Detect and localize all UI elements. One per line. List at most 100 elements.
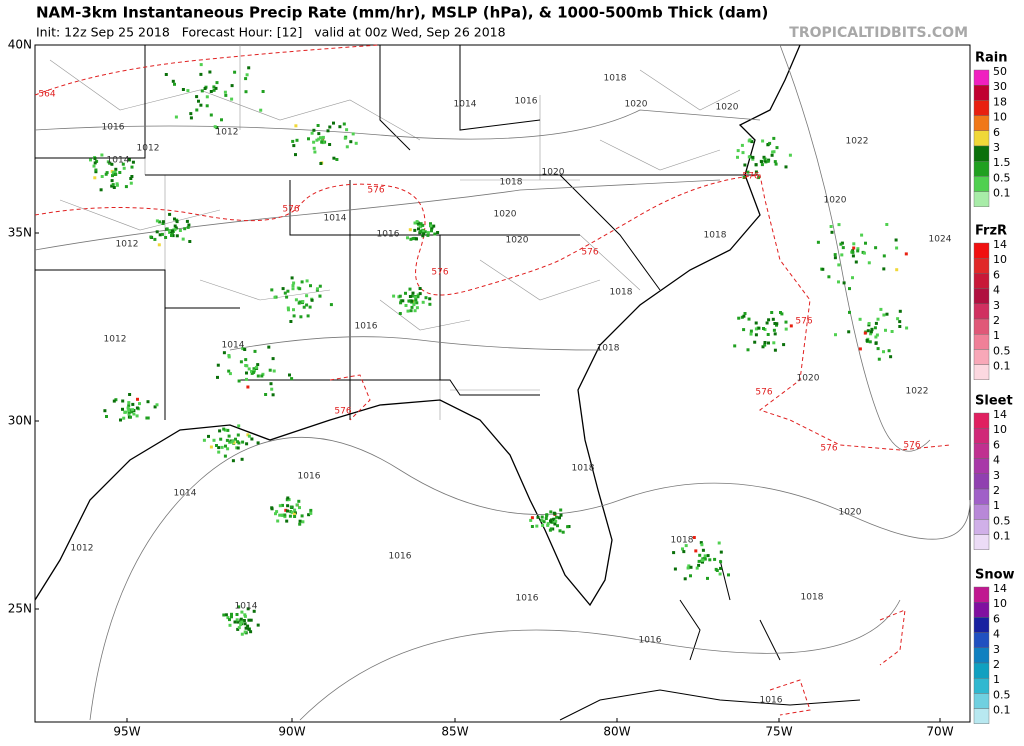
precip-cell <box>867 261 871 265</box>
precip-cell <box>288 514 292 518</box>
precip-cell <box>882 254 886 258</box>
precip-cell <box>217 450 221 454</box>
precip-cell <box>419 222 423 226</box>
legend-swatch <box>973 100 990 116</box>
precip-cell <box>773 322 777 325</box>
precip-cell <box>261 90 265 93</box>
precip-cell <box>256 623 260 627</box>
precip-cell <box>433 232 437 236</box>
precip-cell <box>318 294 322 298</box>
precip-cell <box>236 620 240 624</box>
precip-cell <box>301 300 305 303</box>
precip-cell <box>112 399 116 403</box>
precip-cell <box>216 375 219 379</box>
precip-cell <box>218 429 222 433</box>
precip-cell <box>767 341 770 345</box>
precip-cell <box>885 223 889 226</box>
precip-cell <box>404 291 407 295</box>
precip-cell <box>870 328 874 332</box>
precip-cell <box>415 237 418 241</box>
legend-label: 30 <box>993 80 1007 93</box>
precip-cell <box>545 513 549 517</box>
precip-cell <box>701 558 705 562</box>
precip-cell <box>409 309 413 313</box>
precip-cell <box>430 229 433 233</box>
precip-cell <box>217 446 221 450</box>
precip-cell <box>312 140 316 144</box>
precip-cell <box>126 406 130 410</box>
precip-cell <box>558 516 561 520</box>
precip-cell <box>294 124 298 128</box>
precip-cell <box>416 293 420 297</box>
precip-cell <box>536 515 540 519</box>
precip-cell <box>833 256 837 260</box>
precip-cell <box>174 115 178 119</box>
precip-cell <box>290 276 294 280</box>
precip-cell <box>228 618 231 622</box>
precip-cell <box>854 260 858 264</box>
precip-cell <box>189 112 193 116</box>
precip-cell <box>719 560 723 564</box>
precip-cell <box>760 160 763 164</box>
legend-swatch <box>973 617 990 633</box>
precip-cell <box>297 499 301 503</box>
precip-cell <box>115 183 119 187</box>
precip-cell <box>283 515 287 519</box>
precip-cell <box>292 281 296 285</box>
legend-swatch <box>973 318 990 335</box>
precip-cell <box>100 175 104 178</box>
legend-swatch <box>973 130 990 147</box>
precip-cell <box>865 338 869 342</box>
legend-label: 4 <box>993 628 1000 641</box>
legend-label: 4 <box>993 284 1000 297</box>
precip-cell <box>700 543 704 547</box>
precip-cell <box>772 328 776 332</box>
precip-cell <box>228 372 232 376</box>
precip-cell <box>418 292 422 296</box>
precip-cell <box>862 251 866 255</box>
precip-cell <box>316 124 320 127</box>
precip-cell <box>874 341 878 345</box>
precip-cell <box>345 145 349 149</box>
precip-cell <box>242 619 246 622</box>
precip-cell <box>202 438 206 442</box>
precip-cell <box>335 158 339 161</box>
precip-cell <box>286 289 290 293</box>
precip-cell <box>432 224 436 228</box>
precip-cell <box>408 287 412 291</box>
legend-label: 18 <box>993 95 1007 108</box>
precip-cell <box>236 440 240 444</box>
precip-cell <box>743 312 747 315</box>
precip-cell <box>244 77 248 81</box>
precip-cell <box>408 228 412 232</box>
precip-cell <box>821 267 825 271</box>
mslp-label: 1018 <box>500 178 523 188</box>
precip-cell <box>286 509 289 513</box>
precip-cell <box>312 146 316 150</box>
precip-cell <box>763 343 767 347</box>
precip-cell <box>225 438 229 442</box>
legend-swatch <box>973 69 990 86</box>
precip-cell <box>276 519 280 523</box>
precip-cell <box>549 527 553 531</box>
precip-cell <box>858 347 862 351</box>
precip-cell <box>160 232 164 236</box>
precip-cell <box>309 511 313 515</box>
precip-cell <box>227 355 231 359</box>
legend-label: 10 <box>993 253 1007 266</box>
precip-cell <box>164 73 168 76</box>
precip-cell <box>227 434 231 438</box>
precip-cell <box>559 513 563 517</box>
precip-cell <box>223 428 227 432</box>
precip-cell <box>112 186 116 189</box>
precip-cell <box>122 416 126 420</box>
precip-cell <box>412 236 416 240</box>
legend-label: 1 <box>993 499 1000 512</box>
precip-cell <box>171 234 175 238</box>
precip-cell <box>256 363 260 367</box>
precip-cell <box>421 229 425 233</box>
precip-cell <box>93 157 97 161</box>
precip-cell <box>773 332 777 336</box>
precip-cell <box>233 70 237 74</box>
precip-cell <box>236 433 240 437</box>
